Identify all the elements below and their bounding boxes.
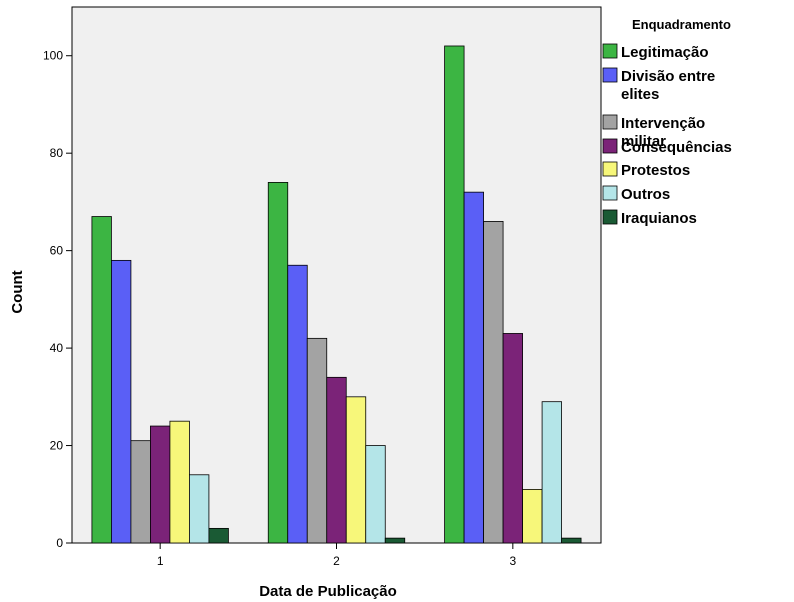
- legend-label: Divisão entre elites: [621, 68, 715, 103]
- bar: [267, 182, 289, 544]
- x-tick-label: 2: [333, 554, 340, 568]
- x-axis-title: Data de Publicação: [259, 583, 397, 600]
- bar: [287, 264, 308, 544]
- legend-swatch: [602, 43, 618, 59]
- y-tick-label: 100: [43, 49, 63, 63]
- bar: [444, 45, 465, 544]
- x-tick-label: 1: [157, 554, 164, 568]
- bars: [91, 45, 582, 544]
- y-tick-label: 40: [50, 341, 64, 355]
- x-tick-label: 3: [509, 554, 516, 568]
- y-tick-label: 0: [56, 536, 63, 550]
- legend-swatch: [602, 67, 618, 83]
- legend: Legitimação Divisão entre elites Intervençã…: [602, 43, 732, 227]
- y-tick-label: 60: [50, 244, 64, 258]
- legend-swatch: [602, 161, 618, 177]
- legend-swatch: [602, 114, 618, 130]
- bar: [463, 191, 484, 544]
- bar: [384, 537, 406, 544]
- bar: [130, 440, 151, 544]
- bar: [189, 474, 210, 544]
- bar: [169, 420, 190, 544]
- legend-swatch: [602, 209, 618, 225]
- bar: [111, 259, 132, 544]
- bar: [208, 527, 229, 544]
- legend-label: Consequências: [621, 139, 732, 156]
- y-tick-label: 80: [50, 146, 64, 160]
- bar: [326, 376, 347, 544]
- x-axis: 1 2 3: [157, 543, 516, 568]
- bar: [306, 337, 328, 544]
- bar: [365, 445, 386, 544]
- y-axis-title: Count: [9, 270, 26, 313]
- legend-title: Enquadramento: [632, 17, 731, 32]
- bar: [541, 401, 562, 544]
- legend-label: Intervenção militar: [621, 115, 705, 150]
- bar: [522, 488, 543, 544]
- bar: [150, 425, 171, 544]
- y-tick-label: 20: [50, 439, 64, 453]
- legend-swatch: [602, 185, 618, 201]
- legend-label: Protestos: [621, 162, 690, 179]
- legend-swatch: [602, 138, 618, 154]
- bar: [561, 537, 582, 544]
- bar: [91, 216, 112, 544]
- legend-label: Outros: [621, 186, 670, 203]
- legend-label: Iraquianos: [621, 210, 697, 227]
- y-axis: 0 20 40 60 80 100: [43, 49, 72, 550]
- bar: [345, 396, 367, 544]
- bar: [502, 333, 523, 544]
- legend-label: Legitimação: [621, 44, 709, 61]
- bar: [483, 220, 504, 544]
